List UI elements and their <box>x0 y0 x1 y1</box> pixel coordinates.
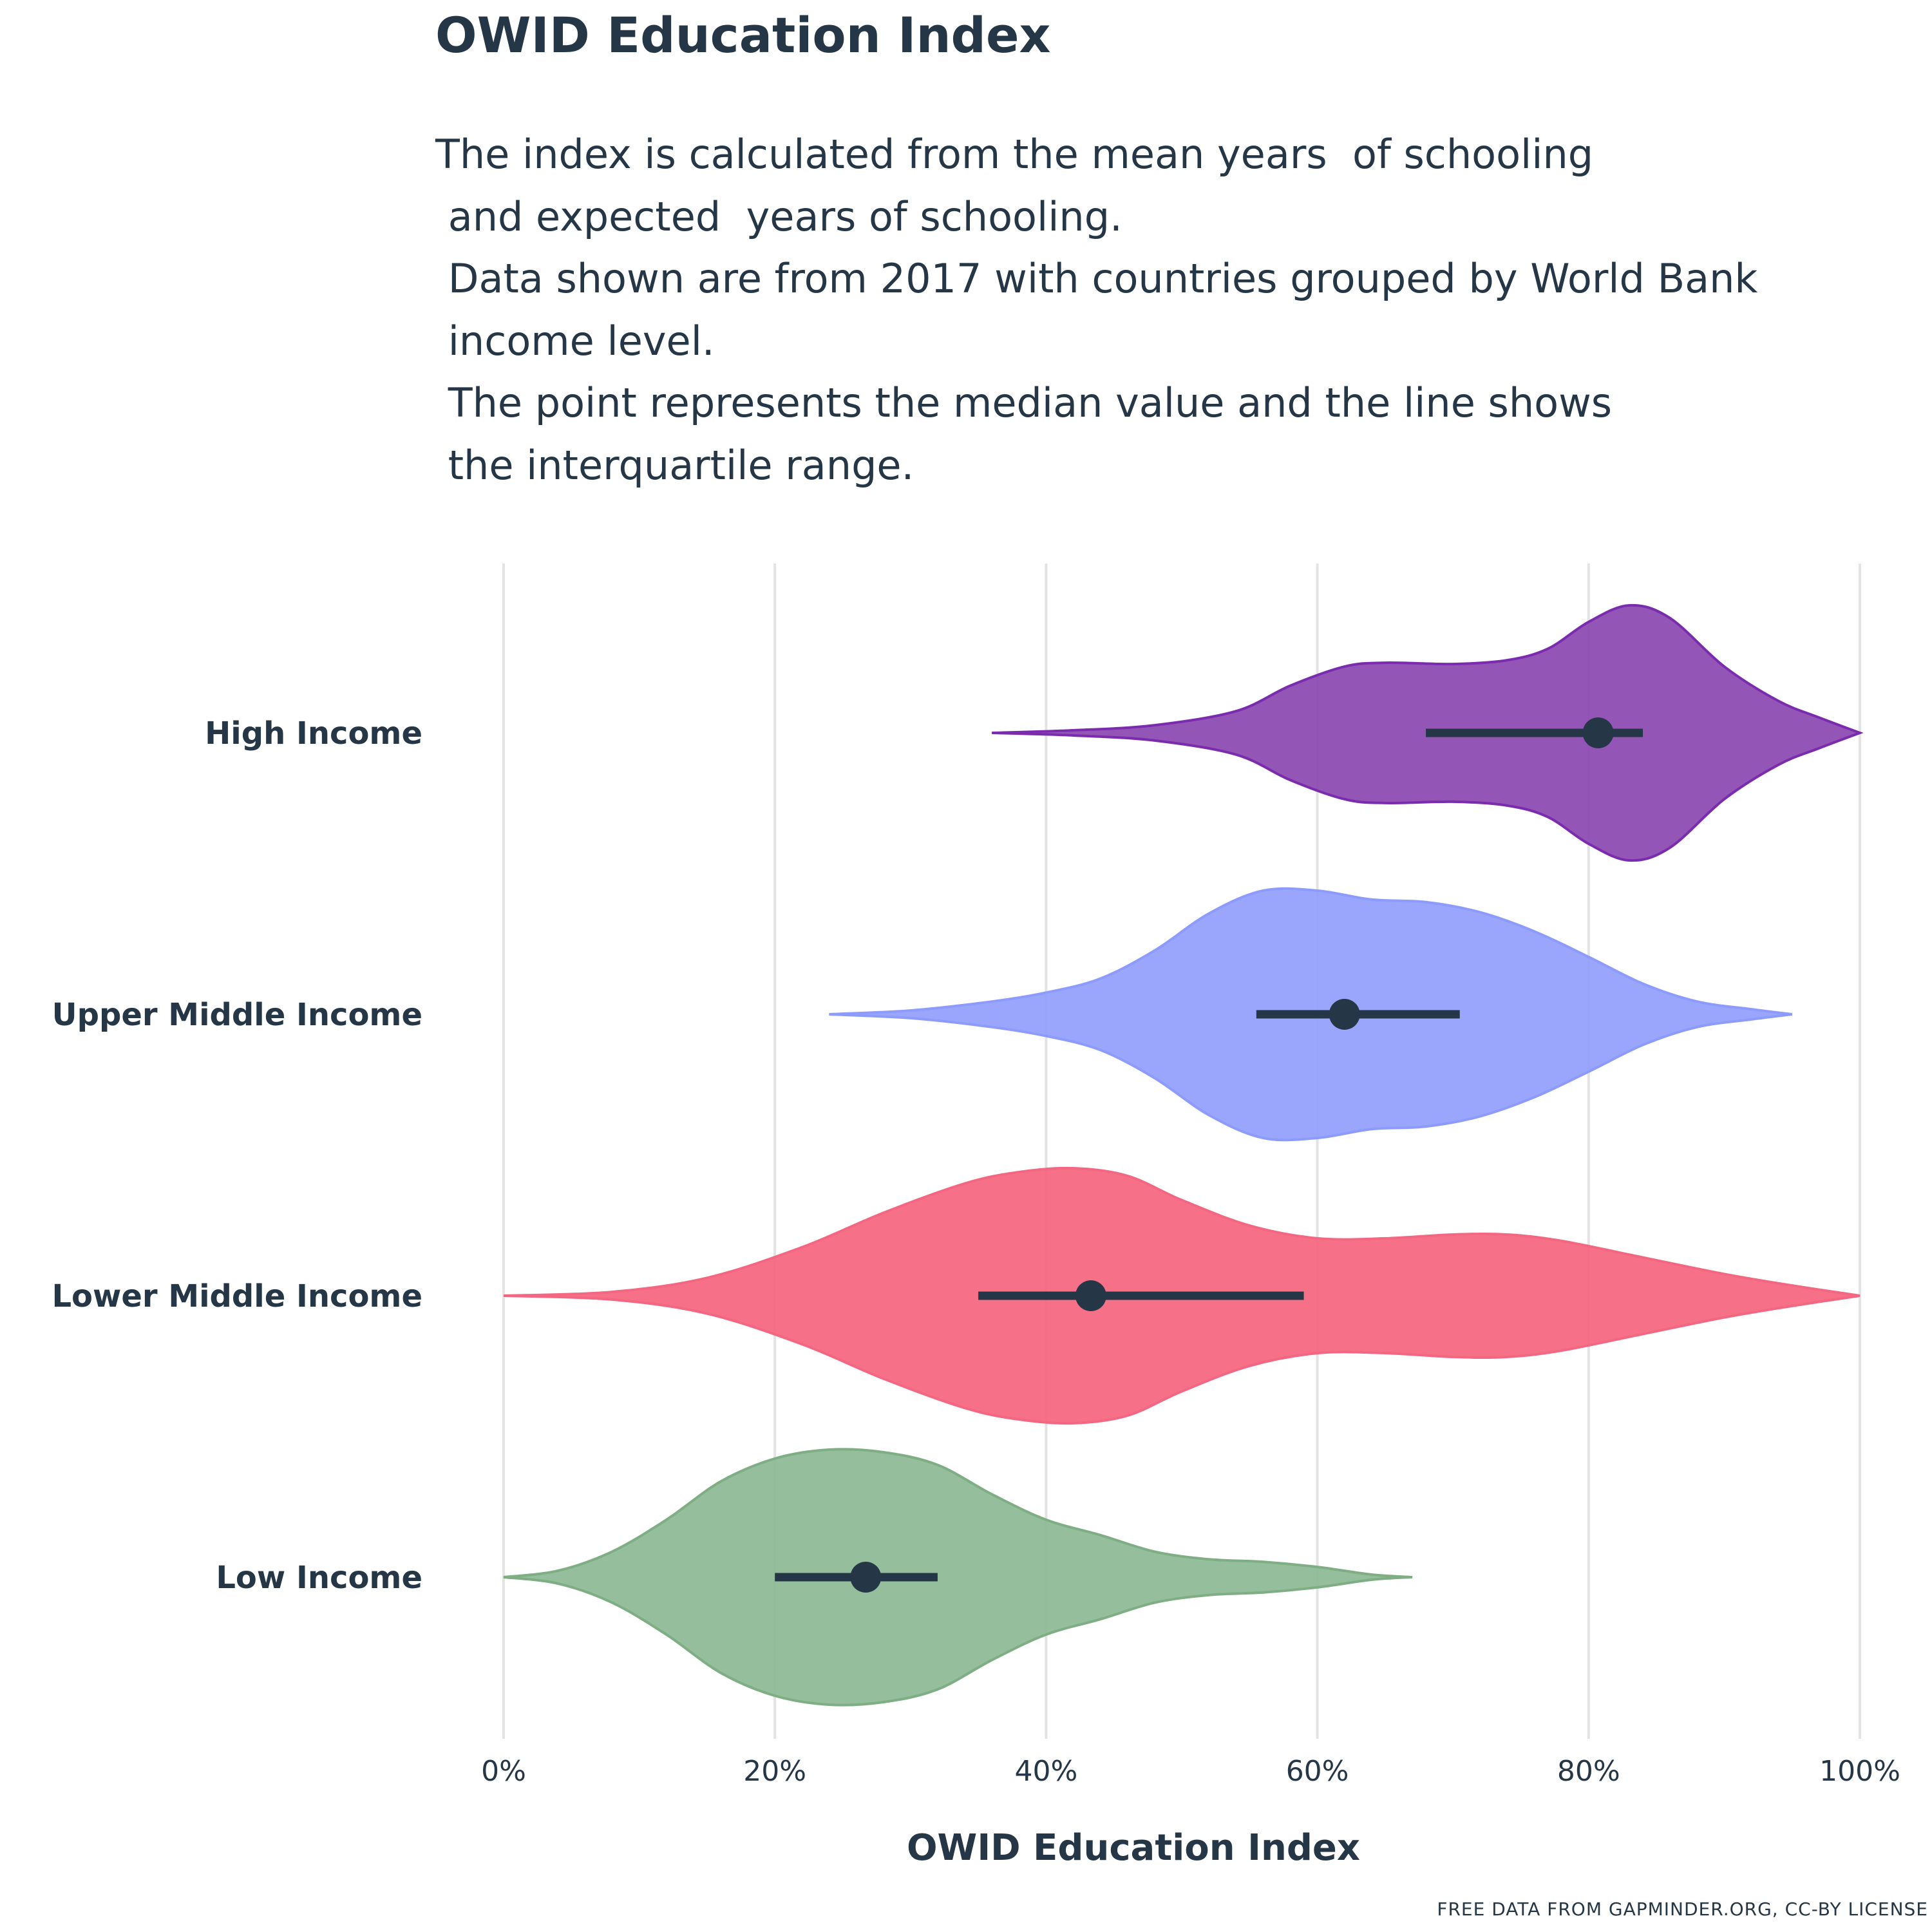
x-tick-label: 20% <box>743 1755 806 1788</box>
source-caption: FREE DATA FROM GAPMINDER.ORG, CC-BY LICE… <box>1437 1899 1928 1920</box>
x-tick-label: 0% <box>481 1755 526 1788</box>
median-point <box>1075 1280 1106 1311</box>
category-label: Upper Middle Income <box>52 997 422 1033</box>
x-tick-label: 100% <box>1819 1755 1900 1788</box>
category-label: Lower Middle Income <box>52 1278 422 1314</box>
category-label: High Income <box>205 715 422 752</box>
median-point <box>1329 999 1360 1030</box>
category-labels: High Income Upper Middle Income Lower Midd… <box>52 715 422 1596</box>
median-point <box>1582 717 1614 748</box>
x-axis-title: OWID Education Index <box>907 1827 1360 1869</box>
x-tick-label: 60% <box>1286 1755 1349 1788</box>
category-label: Low Income <box>216 1560 422 1596</box>
violin-low-income <box>503 1448 1413 1707</box>
chart-title: OWID Education Index <box>435 6 1051 64</box>
violins <box>503 603 1864 1707</box>
x-tick-label: 80% <box>1557 1755 1620 1788</box>
x-tick-label: 40% <box>1015 1755 1078 1788</box>
x-tick-labels: 0% 20% 40% 60% 80% 100% <box>481 1755 1900 1788</box>
median-iqr-markers <box>775 717 1643 1593</box>
chart-subtitle: The index is calculated from the mean ye… <box>435 131 1758 489</box>
median-point <box>850 1562 882 1593</box>
